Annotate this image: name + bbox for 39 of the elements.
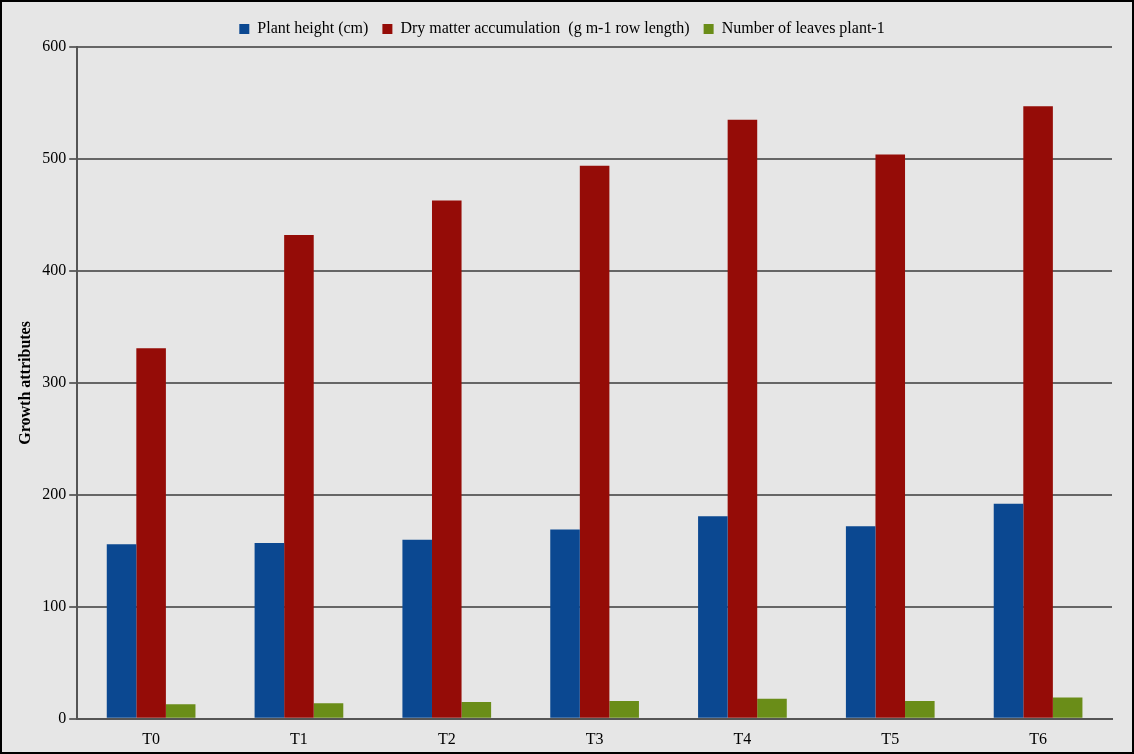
bar — [136, 348, 166, 718]
legend-label: Dry matter accumulation (g m-1 row length) — [400, 19, 690, 38]
x-tick-label: T1 — [290, 729, 308, 747]
x-tick-label: T4 — [733, 729, 752, 747]
bar — [550, 529, 580, 718]
bar — [905, 700, 935, 718]
bar — [845, 526, 876, 718]
y-tick-label: 500 — [42, 149, 67, 167]
bar — [313, 703, 344, 718]
y-tick-label: 200 — [42, 485, 67, 503]
y-axis-title: Growth attributes — [15, 321, 33, 445]
y-tick-label: 0 — [58, 709, 67, 726]
bar — [461, 702, 492, 718]
bar — [609, 700, 639, 718]
bar — [106, 544, 137, 718]
bar — [431, 200, 462, 718]
bar — [1023, 106, 1053, 718]
bar — [254, 543, 285, 718]
bar — [698, 516, 728, 718]
bar — [284, 235, 314, 718]
bar — [993, 503, 1024, 718]
x-tick-label: T2 — [437, 729, 456, 747]
bar — [579, 165, 610, 718]
bar — [165, 704, 196, 718]
x-tick-label: T0 — [142, 729, 160, 747]
bar — [1052, 697, 1083, 718]
y-tick-label: 300 — [42, 373, 67, 391]
x-tick-label: T6 — [1029, 729, 1047, 747]
bar — [757, 698, 787, 718]
bar — [875, 154, 906, 718]
bar — [402, 539, 432, 718]
x-tick-label: T3 — [585, 729, 604, 747]
y-tick-label: 600 — [42, 37, 67, 55]
y-tick-label: 100 — [42, 597, 67, 615]
legend-label: Plant height (cm) — [257, 19, 369, 38]
legend-label: Number of leaves plant-1 — [721, 19, 885, 38]
x-tick-label: T5 — [881, 729, 900, 747]
y-tick-label: 400 — [42, 261, 67, 279]
bar — [727, 119, 758, 718]
